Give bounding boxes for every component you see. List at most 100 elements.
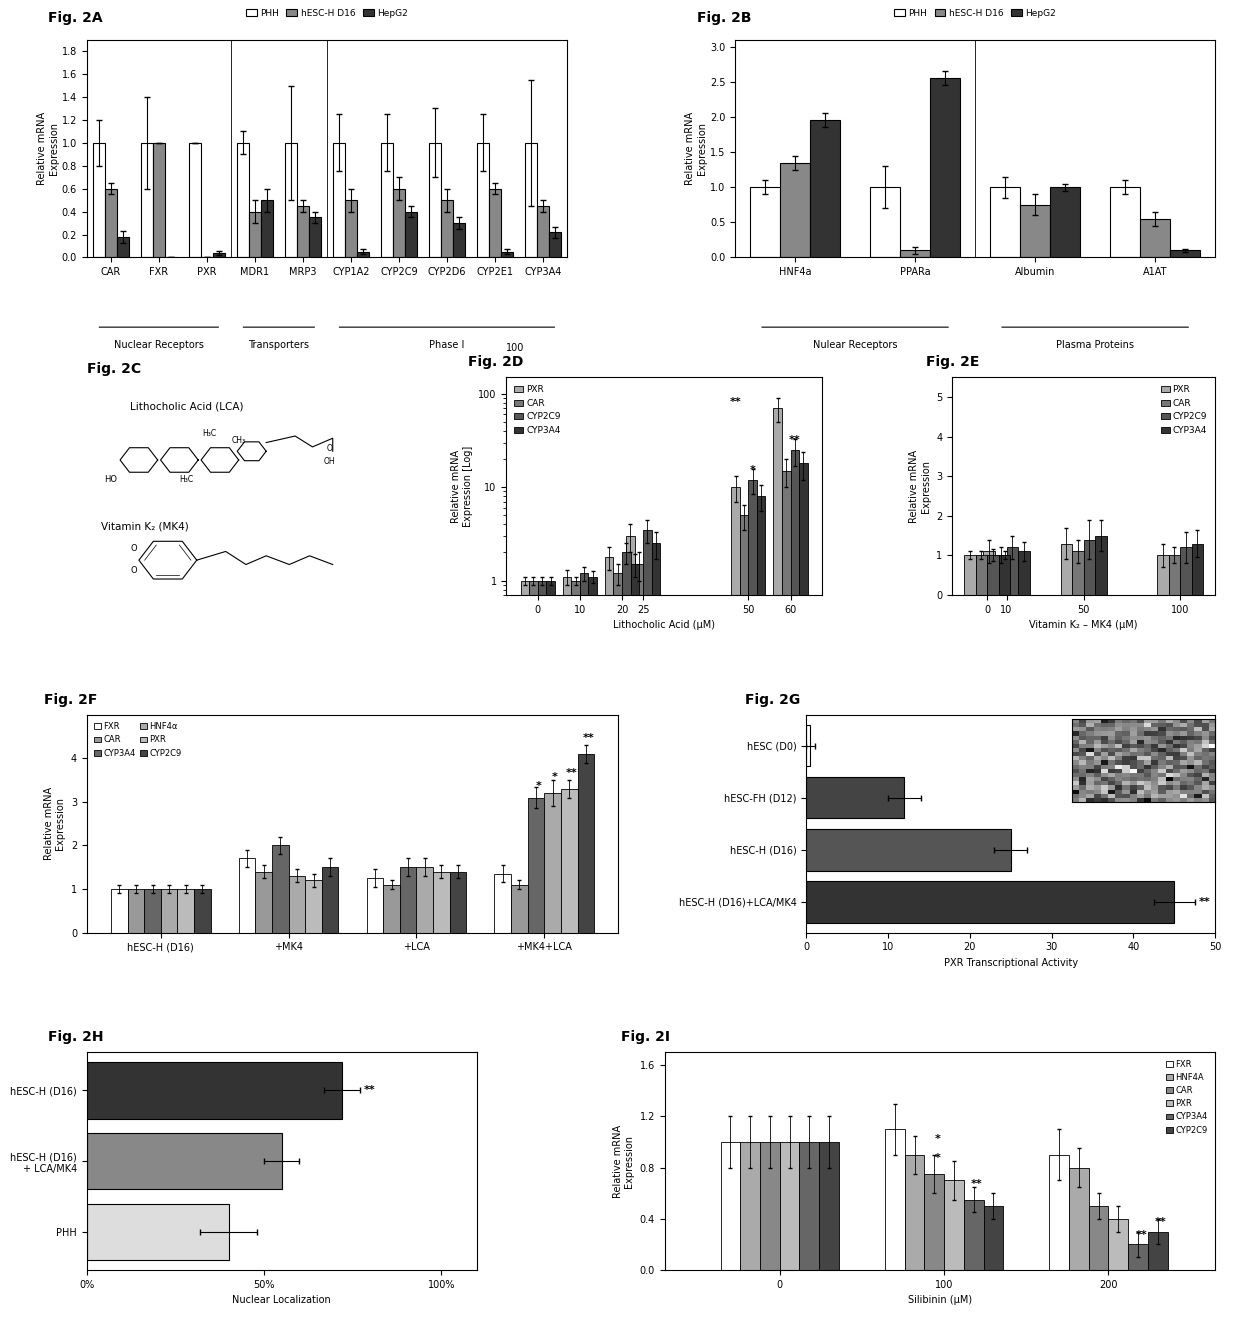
Bar [188, 143, 201, 258]
Bar [1168, 556, 1180, 595]
Bar [528, 798, 544, 933]
Bar [332, 143, 345, 258]
Bar [983, 552, 994, 595]
Bar [756, 496, 765, 1323]
Bar [644, 529, 651, 1323]
Bar [1140, 218, 1171, 258]
Bar [651, 544, 660, 1323]
Bar [760, 1142, 780, 1270]
Text: **: ** [363, 1085, 374, 1095]
Bar [791, 450, 799, 1323]
Bar [117, 237, 129, 258]
Bar [944, 1180, 963, 1270]
Bar [511, 885, 528, 933]
Text: CH₃: CH₃ [232, 435, 246, 445]
Bar [780, 1142, 800, 1270]
Bar [538, 581, 547, 1323]
Text: *: * [935, 1134, 940, 1144]
Bar [87, 1132, 281, 1189]
Bar [605, 557, 614, 1323]
Text: *: * [935, 1154, 940, 1163]
Bar [529, 581, 538, 1323]
Text: Vitamin K₂ (MK4): Vitamin K₂ (MK4) [102, 521, 188, 532]
Y-axis label: Relative mRNA
Expression: Relative mRNA Expression [909, 450, 931, 523]
Bar [1021, 205, 1050, 258]
Bar [799, 463, 807, 1323]
Bar [417, 867, 433, 933]
Bar [441, 200, 453, 258]
Text: Transporters: Transporters [248, 340, 309, 351]
Bar [1171, 250, 1200, 258]
Text: *: * [536, 781, 542, 791]
Bar [930, 78, 960, 258]
X-axis label: Lithocholic Acid (μM): Lithocholic Acid (μM) [613, 620, 715, 630]
Bar [161, 889, 177, 933]
Legend: FXR, HNF4A, CAR, PXR, CYP3A4, CYP2C9: FXR, HNF4A, CAR, PXR, CYP3A4, CYP2C9 [1163, 1057, 1211, 1138]
Bar [990, 188, 1021, 258]
Bar [870, 188, 900, 258]
Bar [560, 789, 578, 933]
Text: *: * [552, 773, 558, 782]
Bar [720, 1142, 740, 1270]
Text: Plasma Proteins: Plasma Proteins [1056, 340, 1135, 351]
Bar [1050, 188, 1080, 258]
Bar [128, 889, 144, 933]
Bar [489, 189, 501, 258]
Bar [774, 409, 782, 1323]
Bar [749, 480, 756, 1323]
Bar [433, 872, 450, 933]
Bar [1060, 544, 1073, 595]
Bar [1192, 544, 1203, 595]
Bar [521, 581, 529, 1323]
X-axis label: Silibinin (μM): Silibinin (μM) [908, 1295, 972, 1306]
Text: O: O [327, 445, 332, 454]
Text: Fig. 2A: Fig. 2A [48, 12, 103, 25]
Bar [806, 881, 1174, 922]
Bar [806, 777, 904, 819]
Legend: PXR, CAR, CYP2C9, CYP3A4: PXR, CAR, CYP2C9, CYP3A4 [511, 382, 564, 438]
Bar [963, 1200, 983, 1270]
Bar [1180, 548, 1192, 595]
Legend: PHH, hESC-H D16, HepG2: PHH, hESC-H D16, HepG2 [890, 5, 1060, 21]
Bar [260, 200, 273, 258]
Legend: PHH, hESC-H D16, HepG2: PHH, hESC-H D16, HepG2 [242, 5, 412, 21]
Bar [810, 120, 839, 258]
Bar [537, 206, 549, 258]
X-axis label: Vitamin K₂ – MK4 (μM): Vitamin K₂ – MK4 (μM) [1029, 620, 1138, 630]
Bar [153, 143, 165, 258]
Bar [549, 233, 560, 258]
Bar [405, 212, 417, 258]
Bar [477, 143, 489, 258]
Text: Nulear Receptors: Nulear Receptors [813, 340, 898, 351]
Text: HO: HO [104, 475, 117, 484]
Text: **: ** [1199, 897, 1210, 906]
Bar [800, 1142, 820, 1270]
Text: **: ** [1136, 1230, 1147, 1240]
Bar [213, 253, 224, 258]
Bar [994, 556, 1007, 595]
Bar [740, 515, 749, 1323]
Bar [806, 830, 1011, 871]
Bar [87, 1062, 342, 1119]
Bar [580, 573, 589, 1323]
Bar [782, 471, 791, 1323]
Text: Fig. 2B: Fig. 2B [697, 12, 751, 25]
Bar [635, 564, 644, 1323]
Text: Lithocholic Acid (LCA): Lithocholic Acid (LCA) [130, 402, 244, 411]
Bar [626, 536, 635, 1323]
Bar [924, 1174, 944, 1270]
Bar [1018, 552, 1029, 595]
Bar [453, 224, 465, 258]
Bar [806, 725, 811, 766]
Legend: PXR, CAR, CYP2C9, CYP3A4: PXR, CAR, CYP2C9, CYP3A4 [1157, 382, 1210, 438]
Bar [1157, 556, 1168, 595]
Bar [1084, 540, 1095, 595]
Bar [750, 188, 780, 258]
Bar [905, 1155, 924, 1270]
Bar [525, 143, 537, 258]
Bar [1109, 1218, 1128, 1270]
Bar [309, 217, 321, 258]
Bar [1095, 536, 1107, 595]
Bar [429, 143, 441, 258]
Bar [193, 889, 211, 933]
